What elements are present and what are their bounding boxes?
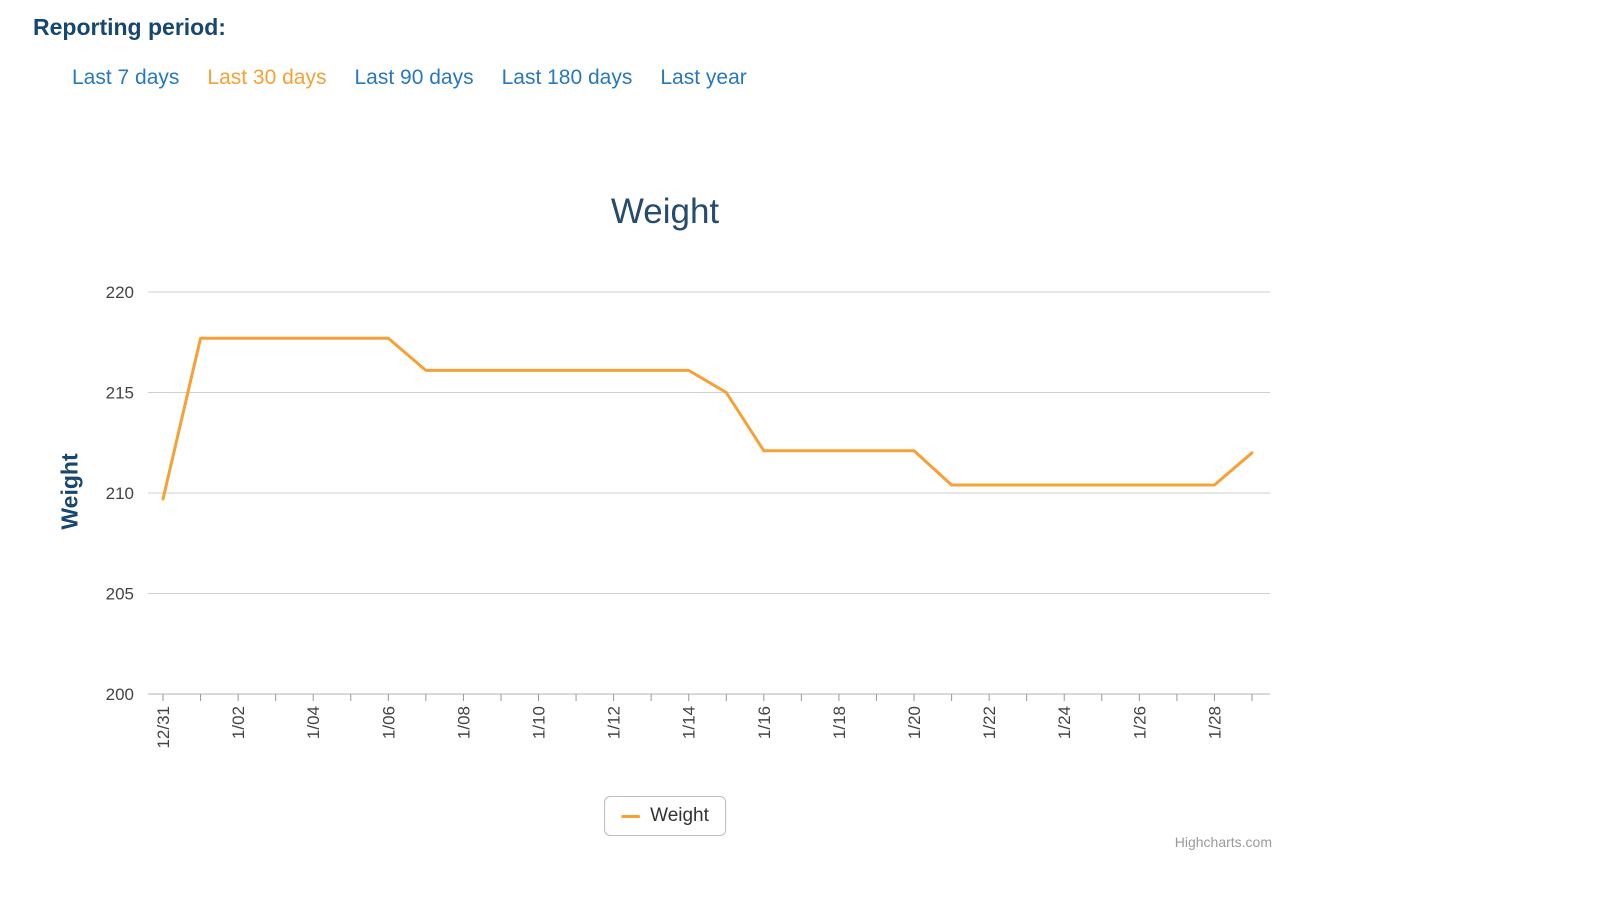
- svg-text:1/06: 1/06: [379, 706, 398, 739]
- svg-text:1/20: 1/20: [905, 706, 924, 739]
- svg-text:1/04: 1/04: [304, 706, 323, 739]
- svg-text:220: 220: [106, 283, 134, 302]
- chart-title: Weight: [610, 192, 720, 231]
- tab-last-year[interactable]: Last year: [660, 66, 747, 89]
- tab-last-180-days[interactable]: Last 180 days: [501, 66, 633, 89]
- svg-text:1/26: 1/26: [1130, 706, 1149, 739]
- svg-text:1/16: 1/16: [755, 706, 774, 739]
- reporting-period-label: Reporting period:: [33, 14, 226, 40]
- tab-last-30-days[interactable]: Last 30 days: [207, 66, 327, 89]
- svg-text:1/02: 1/02: [229, 706, 248, 739]
- svg-text:12/31: 12/31: [154, 706, 173, 749]
- weight-chart: Weight Weight 200 205 210 215 220 12/31 1/02 1/…: [30, 168, 1300, 898]
- svg-text:215: 215: [106, 384, 134, 403]
- svg-text:1/14: 1/14: [680, 706, 699, 739]
- period-tabs: Last 7 days Last 30 days Last 90 days La…: [72, 66, 747, 90]
- svg-text:1/22: 1/22: [980, 706, 999, 739]
- tab-last-7-days[interactable]: Last 7 days: [72, 66, 180, 89]
- svg-text:1/28: 1/28: [1205, 706, 1224, 739]
- tab-last-90-days[interactable]: Last 90 days: [354, 66, 474, 89]
- svg-text:200: 200: [106, 685, 134, 704]
- legend-item-weight[interactable]: Weight: [604, 796, 726, 836]
- legend-line-marker: [621, 814, 641, 818]
- svg-text:1/18: 1/18: [830, 706, 849, 739]
- plot-area: 200 205 210 215 220 12/31 1/02 1/04 1/06 1/08 1/10…: [106, 283, 1270, 749]
- svg-text:1/24: 1/24: [1055, 706, 1074, 739]
- highcharts-credits[interactable]: Highcharts.com: [1174, 834, 1272, 850]
- svg-text:1/10: 1/10: [530, 706, 549, 739]
- svg-text:205: 205: [106, 585, 134, 604]
- legend-label: Weight: [650, 805, 709, 826]
- svg-text:1/12: 1/12: [605, 706, 624, 739]
- svg-text:210: 210: [106, 484, 134, 503]
- svg-text:1/08: 1/08: [454, 706, 473, 739]
